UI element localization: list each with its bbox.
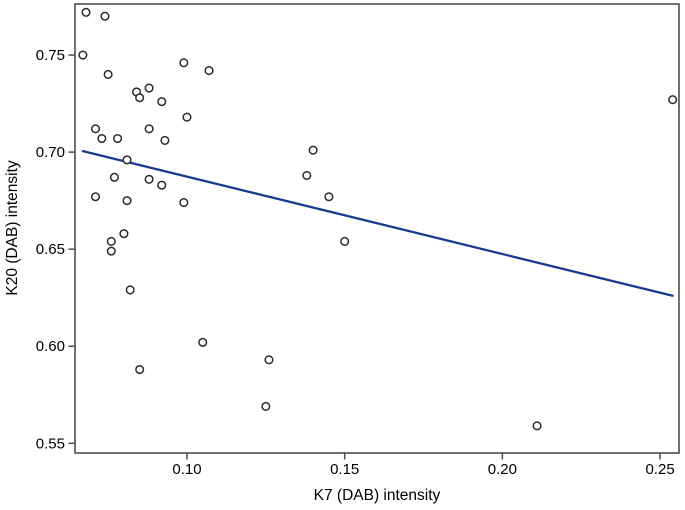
x-tick-label: 0.20 [488,461,517,478]
data-point [90,124,101,134]
x-axis-title: K7 (DAB) intensity [314,487,441,504]
data-point [97,133,107,144]
data-point [157,180,167,190]
axis-ticks-layer: 0.10 0.15 0.20 0.25 0.55 0.60 0.65 0.70 0.75 [36,47,675,478]
y-tick-label: 0.55 [36,435,65,452]
data-point [264,355,274,365]
data-point [204,66,214,76]
data-point [103,69,113,80]
data-point [668,95,678,105]
data-point [135,364,145,375]
data-point [324,192,334,202]
y-axis-title: K20 (DAB) intensity [4,160,21,295]
x-tick-label: 0.25 [645,461,674,478]
data-point [532,421,542,431]
data-point [119,229,129,239]
data-point [144,174,154,184]
y-tick-label: 0.65 [36,241,65,258]
data-point [90,192,101,202]
data-point [122,196,132,206]
data-point [135,93,145,103]
data-point [302,170,312,180]
data-point [261,401,271,411]
plot-frame-layer [74,3,680,454]
data-point [113,133,123,144]
data-point [81,7,91,17]
data-point [182,112,192,122]
data-point [144,124,154,134]
data-point [100,11,110,21]
data-point [106,246,116,256]
y-tick-label: 0.75 [36,47,65,64]
x-tick-label: 0.10 [172,461,201,478]
data-point [340,236,350,246]
data-point [198,337,208,347]
trend-line [81,149,674,297]
data-point [179,58,189,68]
y-tick-label: 0.70 [36,144,65,161]
trend-line-layer [81,149,674,297]
data-point [109,172,119,182]
data-point [125,285,135,295]
x-tick-label: 0.15 [330,461,359,478]
data-point [157,97,167,107]
data-point [144,83,154,93]
data-point [122,155,132,165]
plot-frame [74,3,680,454]
data-point [179,198,189,208]
data-point [160,135,170,146]
data-point [308,145,318,155]
data-point [78,50,88,60]
y-tick-label: 0.60 [36,338,65,355]
data-point [106,236,116,246]
data-points-layer [78,7,678,431]
